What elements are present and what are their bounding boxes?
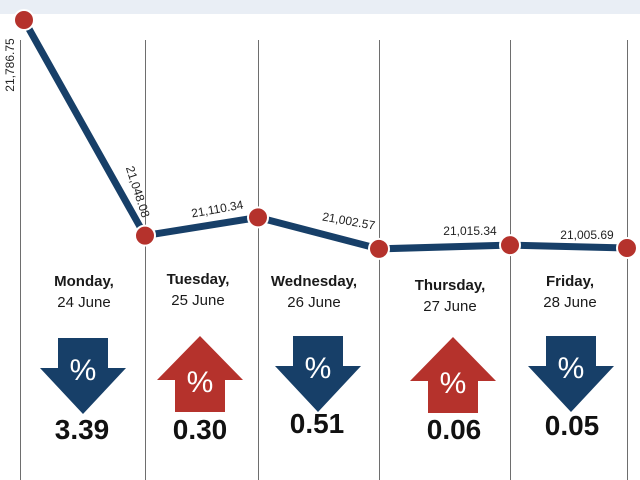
day-label-friday: Friday, 28 June: [510, 271, 630, 313]
day-date: 25 June: [171, 292, 225, 309]
divider-line: [627, 40, 628, 480]
arrow-symbol: %: [558, 352, 585, 385]
day-label-tuesday: Tuesday, 25 June: [138, 269, 258, 311]
data-value-label: 21,005.69: [560, 228, 614, 242]
day-name: Tuesday,: [166, 271, 230, 288]
index-line-series: [20, 18, 628, 253]
day-name: Wednesday,: [270, 273, 358, 290]
data-point-marker: [247, 206, 269, 229]
data-point-marker: [616, 236, 638, 259]
day-label-monday: Monday, 24 June: [24, 271, 144, 313]
down-arrow-icon: %: [40, 338, 126, 414]
divider-line: [20, 40, 21, 480]
data-point-marker: [368, 237, 390, 260]
down-arrow-icon: %: [275, 336, 361, 412]
pct-value-thursday: 0.06: [426, 414, 482, 445]
divider-line: [510, 40, 511, 480]
data-value-label: 21,786.75: [3, 38, 17, 92]
arrow-symbol: %: [187, 366, 214, 399]
day-date: 28 June: [543, 294, 597, 311]
divider-line: [258, 40, 259, 480]
day-label-wednesday: Wednesday, 26 June: [254, 271, 374, 313]
day-date: 26 June: [287, 294, 341, 311]
data-value-label: 21,015.34: [443, 224, 497, 238]
data-point-marker: [13, 9, 35, 31]
data-value-label: 21,110.34: [190, 198, 244, 221]
pct-value-tuesday: 0.30: [172, 414, 228, 445]
divider-line: [145, 40, 146, 480]
day-date: 24 June: [57, 294, 111, 311]
down-arrow-icon: %: [528, 336, 614, 412]
pct-value-friday: 0.05: [544, 410, 600, 441]
day-label-thursday: Thursday, 27 June: [390, 275, 510, 317]
data-value-label: 21,002.57: [321, 210, 376, 233]
up-arrow-icon: %: [410, 337, 496, 413]
divider-line: [379, 40, 380, 480]
arrow-symbol: %: [70, 354, 97, 387]
top-band: [0, 0, 640, 14]
day-name: Friday,: [545, 273, 595, 290]
pct-value-monday: 3.39: [54, 414, 110, 445]
pct-value-wednesday: 0.51: [289, 408, 345, 439]
day-name: Thursday,: [414, 277, 486, 294]
up-arrow-icon: %: [157, 336, 243, 412]
day-name: Monday,: [54, 273, 114, 290]
data-point-marker: [134, 224, 156, 247]
day-date: 27 June: [423, 298, 477, 315]
arrow-symbol: %: [305, 352, 332, 385]
data-point-marker: [499, 234, 521, 257]
arrow-symbol: %: [440, 367, 467, 400]
